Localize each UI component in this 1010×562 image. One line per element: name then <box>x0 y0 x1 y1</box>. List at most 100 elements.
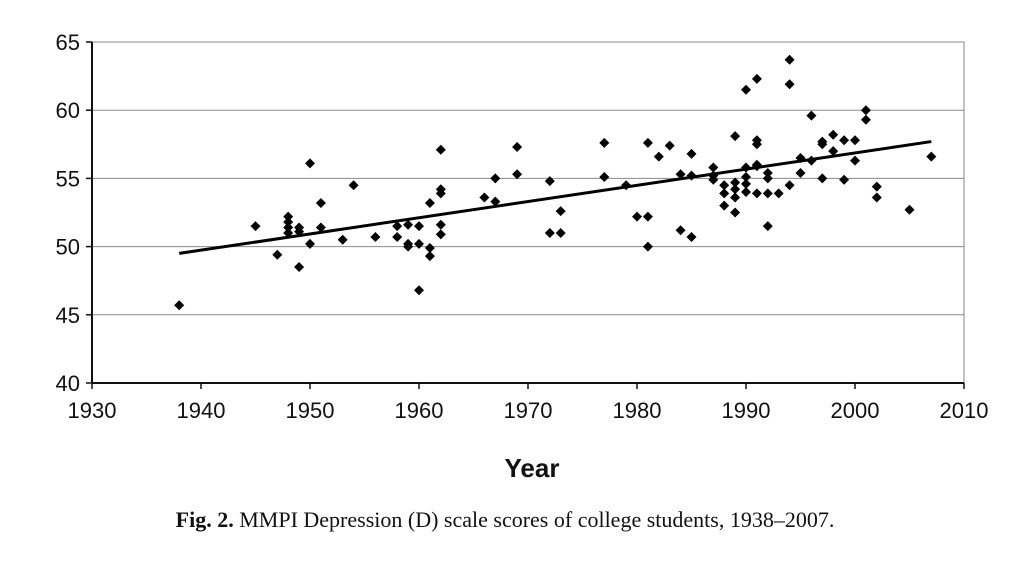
data-point-84 <box>784 79 795 90</box>
plot-area-border <box>91 41 965 384</box>
scatter-chart: 40 45 50 55 60 65 1930 1940 1950 1960 1970 1980 1990… <box>56 30 989 483</box>
x-tick-label-1950: 1950 <box>286 398 335 423</box>
data-point-18 <box>392 232 403 243</box>
data-point-38 <box>544 176 555 187</box>
x-tick-label-1930: 1930 <box>68 398 117 423</box>
data-point-92 <box>817 173 828 184</box>
data-point-8 <box>294 226 305 237</box>
x-tick-label-1990: 1990 <box>722 398 771 423</box>
data-point-86 <box>795 152 806 163</box>
data-point-53 <box>686 148 697 159</box>
x-tick-label-1940: 1940 <box>177 398 226 423</box>
data-point-103 <box>904 204 915 215</box>
data-point-24 <box>414 285 424 296</box>
data-point-76 <box>751 161 762 172</box>
data-point-36 <box>512 142 523 153</box>
data-point-101 <box>871 181 882 192</box>
data-point-67 <box>741 84 751 95</box>
y-tick-label-45: 45 <box>56 303 80 328</box>
data-point-4 <box>283 217 294 228</box>
data-point-34 <box>490 173 501 184</box>
y-tick-label-60: 60 <box>56 98 80 123</box>
data-point-88 <box>806 110 817 121</box>
data-point-95 <box>839 135 850 146</box>
data-point-48 <box>642 241 653 252</box>
data-point-15 <box>348 180 359 191</box>
data-point-44 <box>621 180 632 191</box>
data-point-68 <box>741 162 751 173</box>
data-point-13 <box>315 222 326 233</box>
data-point-80 <box>762 188 773 199</box>
gridlines <box>92 41 964 316</box>
data-point-47 <box>642 211 653 222</box>
data-point-3 <box>283 211 294 222</box>
data-point-33 <box>479 192 490 203</box>
data-point-49 <box>653 151 664 162</box>
data-point-11 <box>305 238 315 249</box>
x-tick-label-1960: 1960 <box>395 398 444 423</box>
data-point-16 <box>370 232 381 243</box>
data-point-56 <box>708 162 719 173</box>
figure-caption: Fig. 2. MMPI Depression (D) scale scores… <box>0 507 1010 533</box>
data-point-97 <box>850 135 860 146</box>
data-point-6 <box>283 227 294 238</box>
data-point-28 <box>435 144 446 155</box>
data-point-46 <box>642 137 653 148</box>
data-point-19 <box>403 219 414 230</box>
data-point-32 <box>435 229 446 240</box>
data-point-98 <box>850 155 860 166</box>
data-point-37 <box>512 169 523 180</box>
data-point-1 <box>250 221 261 232</box>
data-point-21 <box>403 241 414 252</box>
data-point-64 <box>730 184 741 195</box>
data-point-104 <box>926 151 937 162</box>
data-point-82 <box>773 188 784 199</box>
data-point-102 <box>871 192 882 203</box>
data-point-41 <box>555 227 566 238</box>
tick-labels: 40 45 50 55 60 65 1930 1940 1950 1960 1970 1980 1990… <box>56 30 989 423</box>
figure-caption-text: MMPI Depression (D) scale scores of coll… <box>239 507 835 532</box>
data-point-71 <box>741 187 751 198</box>
data-point-43 <box>599 172 610 183</box>
x-tick-label-1980: 1980 <box>613 398 662 423</box>
data-point-63 <box>730 177 741 188</box>
data-point-25 <box>424 197 435 208</box>
data-point-60 <box>719 188 730 199</box>
data-point-45 <box>632 211 642 222</box>
x-tick-label-2010: 2010 <box>940 398 989 423</box>
data-point-91 <box>817 139 828 150</box>
y-tick-label-50: 50 <box>56 235 80 260</box>
data-point-51 <box>675 169 686 180</box>
data-point-59 <box>719 180 730 191</box>
data-points <box>174 54 937 311</box>
data-point-100 <box>860 114 871 125</box>
data-point-89 <box>806 155 817 166</box>
data-point-81 <box>762 221 773 232</box>
trendline <box>178 140 932 255</box>
y-tick-label-65: 65 <box>56 30 80 55</box>
data-point-87 <box>795 167 806 178</box>
axes <box>86 41 965 389</box>
x-axis-title: Year <box>505 453 560 483</box>
data-point-26 <box>424 242 435 253</box>
data-point-85 <box>784 180 795 191</box>
data-point-69 <box>741 172 751 183</box>
data-point-61 <box>719 200 730 211</box>
data-point-27 <box>424 251 435 262</box>
data-point-83 <box>784 54 795 65</box>
data-point-54 <box>686 170 697 181</box>
data-point-39 <box>544 227 555 238</box>
data-point-58 <box>708 174 719 185</box>
trendline-group <box>178 140 932 255</box>
data-point-94 <box>828 146 839 157</box>
data-point-96 <box>839 174 850 185</box>
y-tick-label-40: 40 <box>56 371 80 396</box>
data-point-55 <box>686 232 697 243</box>
data-point-0 <box>174 300 185 311</box>
data-point-2 <box>272 249 283 260</box>
data-point-65 <box>730 192 741 203</box>
data-point-52 <box>675 225 686 236</box>
data-point-5 <box>283 222 294 233</box>
data-point-30 <box>435 188 446 199</box>
figure-number: Fig. 2. <box>175 507 234 532</box>
